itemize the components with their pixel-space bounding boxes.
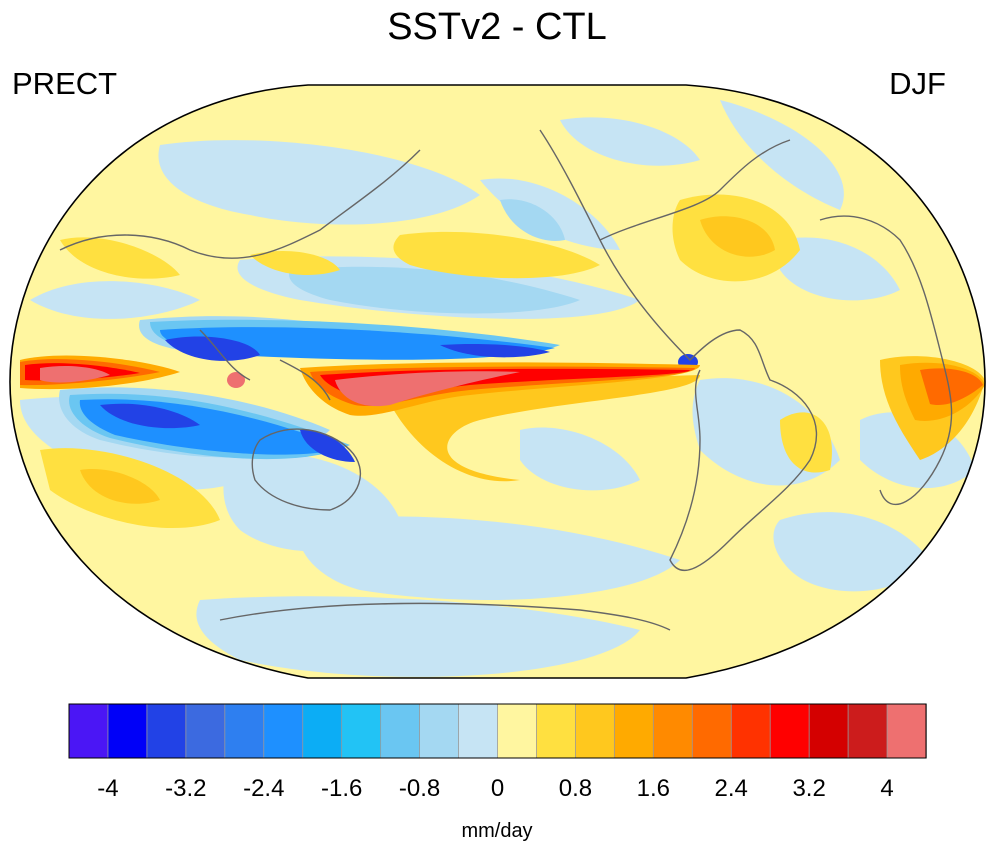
colorbar-box: [224, 703, 265, 759]
colorbar-box: [341, 703, 382, 759]
variable-label: PRECT: [12, 66, 118, 101]
colorbar-tick-label: -1.6: [321, 775, 362, 802]
season-label: DJF: [889, 66, 946, 101]
colorbar-units: mm/day: [461, 820, 533, 842]
plot-title: SSTv2 - CTL: [387, 6, 607, 48]
colorbar-tick-labels: -4 -3.2 -2.4 -1.6 -0.8 0 0.8 1.6 2.4 3.2 4: [97, 775, 893, 802]
colorbar-box: [769, 703, 811, 759]
colorbar-box: [652, 703, 694, 759]
colorbar-box: [575, 703, 616, 759]
colorbar-box: [263, 703, 304, 759]
colorbar-box: [185, 703, 226, 759]
colorbar-box: [497, 703, 538, 759]
colorbar-tick-label: 0: [491, 775, 504, 802]
colorbar-box: [302, 703, 343, 759]
colorbar-box: [419, 703, 460, 759]
coastlines: [59, 129, 953, 631]
colorbar-box: [458, 703, 499, 759]
colorbar-box: [730, 703, 772, 759]
colorbar-tick-label: -4: [97, 775, 118, 802]
colorbar-tick-label: -0.8: [399, 775, 440, 802]
colorbar-box: [68, 703, 109, 759]
colorbar-box: [886, 703, 927, 759]
colorbar-tick-label: -2.4: [243, 775, 284, 802]
colorbar-box: [146, 703, 187, 759]
colorbar-tick-label: 4: [880, 775, 893, 802]
colorbar-box: [107, 703, 148, 759]
colorbar-tick-label: 1.6: [637, 775, 670, 802]
colorbar-box: [808, 703, 849, 759]
colorbar-box: [847, 703, 888, 759]
colorbar-tick-label: 0.8: [559, 775, 592, 802]
map-field: [10, 85, 985, 678]
colorbar-frame: [68, 703, 927, 759]
positive-band-peak: [40, 365, 520, 407]
colorbar-box: [691, 703, 733, 759]
colorbar-boxes: [68, 703, 927, 759]
colorbar-box: [613, 703, 655, 759]
colorbar-tick-label: 2.4: [715, 775, 748, 802]
colorbar-box: [380, 703, 421, 759]
map-border: [9, 84, 986, 679]
colorbar-tick-label: 3.2: [792, 775, 825, 802]
colorbar-tick-label: -3.2: [165, 775, 206, 802]
colorbar-box: [536, 703, 577, 759]
